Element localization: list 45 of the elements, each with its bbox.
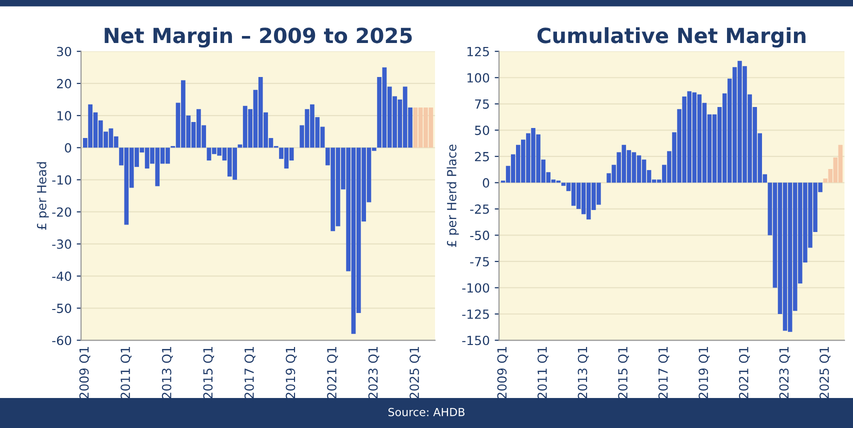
y-tick-label: 100 [467,73,490,83]
x-tick-label: 2017 Q1 [658,346,670,398]
x-tick-label: 2019 Q1 [698,346,710,398]
x-tick-label: 2009 Q1 [497,346,508,398]
x-tick-label: 2025 Q1 [410,346,420,398]
x-tick-label: 2015 Q1 [618,346,629,398]
x-tick-label: 2011 Q1 [120,346,132,398]
y-tick-label: 30 [57,46,72,56]
y-tick-label: -40 [52,272,72,281]
y-tick-label: 20 [57,78,72,88]
chart-title: Cumulative Net Margin [537,27,806,48]
x-tick-label: 2019 Q1 [286,346,297,398]
y-tick-label: -75 [470,257,489,266]
y-tick-label: -30 [52,239,72,249]
x-tick-label: 2021 Q1 [327,346,338,398]
y-tick-label: 25 [474,152,489,162]
y-tick-label: -100 [462,283,490,293]
x-tick-label: 2021 Q1 [738,346,750,398]
y-tick-label: -50 [52,304,72,314]
y-tick-label: 125 [467,46,489,56]
y-tick-label: -50 [470,230,490,240]
source-note: Source: AHDB [388,408,464,416]
y-axis-title: £ per Herd Place [446,144,459,247]
x-tick-label: 2009 Q1 [79,346,90,398]
y-axis-title: £ per Head [36,162,49,230]
y-tick-label: -60 [52,336,72,346]
chart-title: Net Margin – 2009 to 2025 [104,27,412,48]
y-tick-label: -10 [52,175,72,185]
y-tick-label: -20 [52,207,72,217]
x-tick-label: 2015 Q1 [203,346,214,398]
y-tick-label: 10 [57,111,72,120]
y-tick-label: 50 [475,126,490,136]
y-tick-label: 75 [475,100,489,109]
x-tick-label: 2023 Q1 [368,346,380,398]
y-tick-label: -150 [462,336,490,346]
x-tick-label: 2025 Q1 [820,346,830,398]
y-tick-label: -125 [462,309,489,319]
x-tick-label: 2017 Q1 [244,346,256,398]
x-tick-label: 2023 Q1 [779,346,790,398]
y-tick-label: -25 [470,204,489,214]
y-tick-label: 0 [64,143,72,153]
x-tick-label: 2011 Q1 [537,346,548,398]
y-tick-label: 0 [482,178,490,188]
x-tick-label: 2013 Q1 [578,346,589,398]
x-tick-label: 2013 Q1 [162,346,173,398]
